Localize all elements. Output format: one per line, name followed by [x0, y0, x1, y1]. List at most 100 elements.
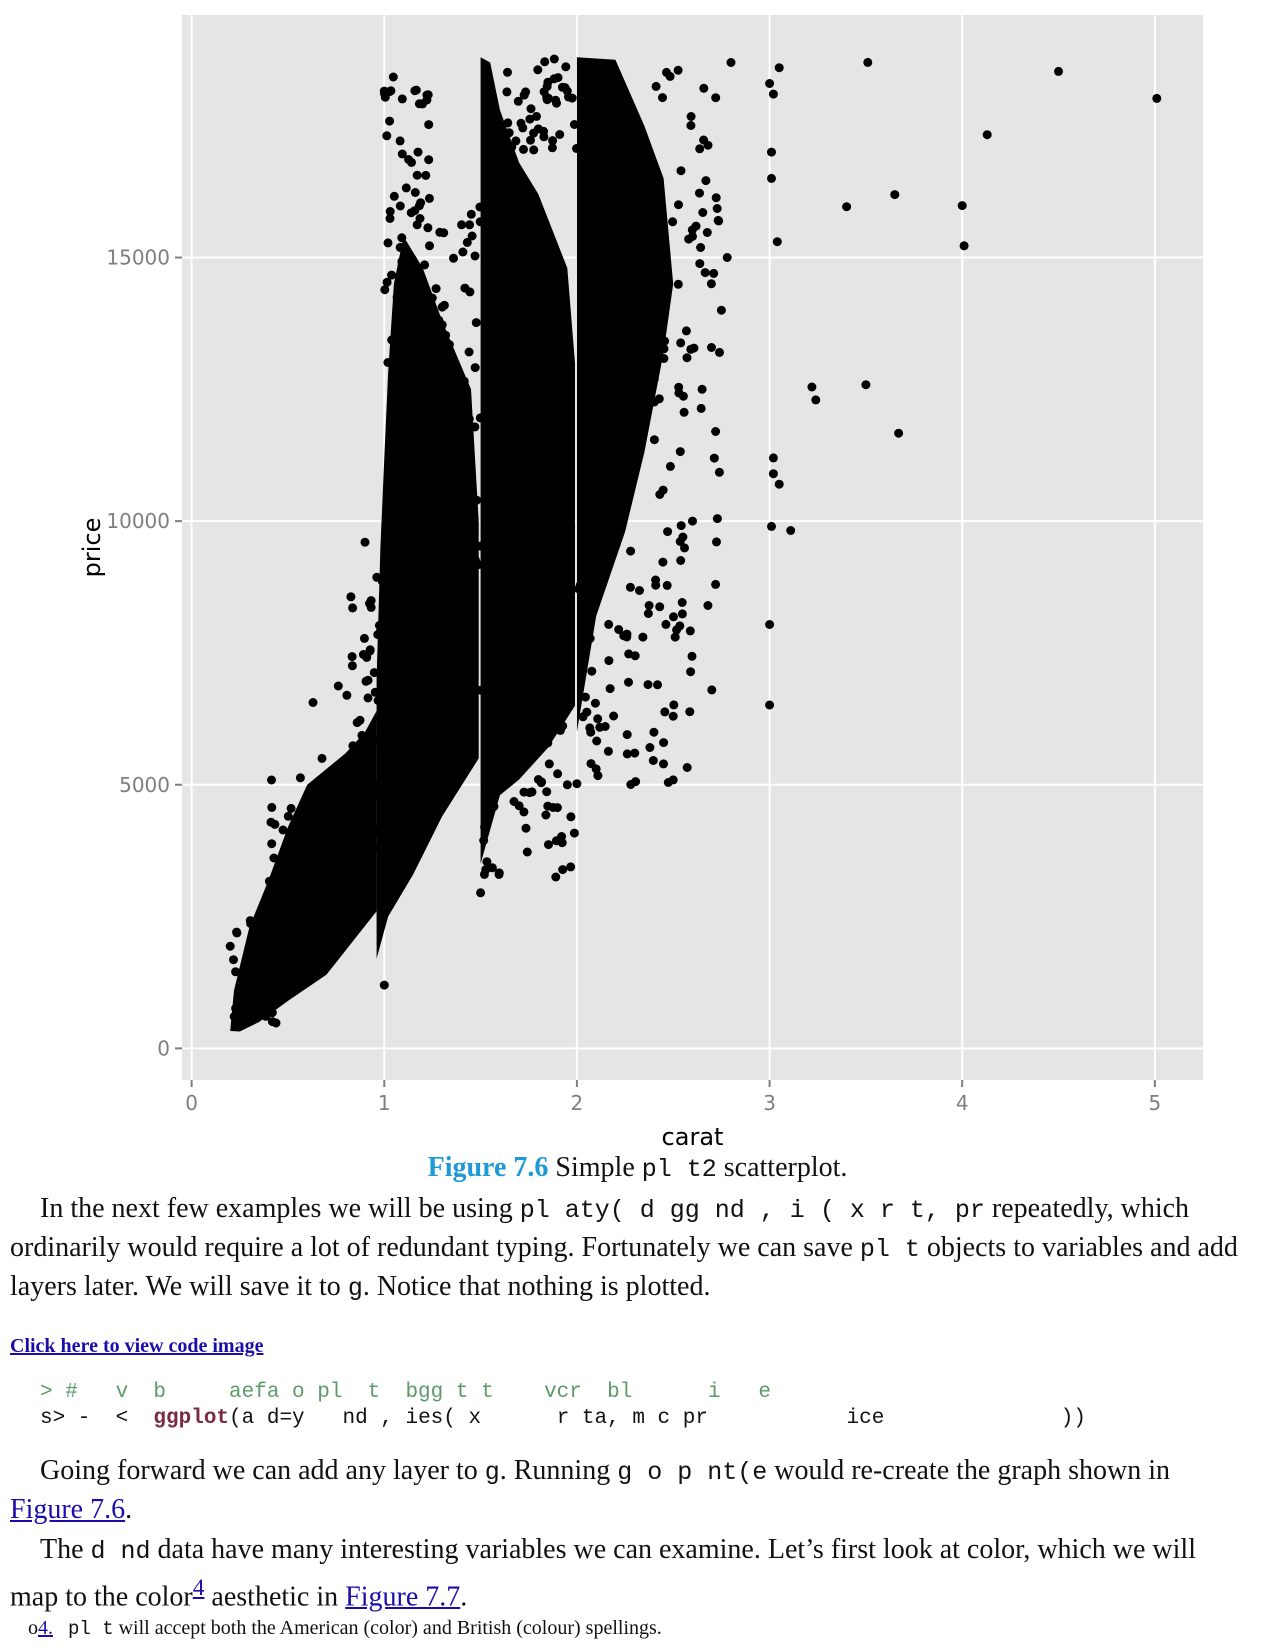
view-code-image-link[interactable]: Click here to view code image [10, 1335, 264, 1357]
scatter-point [709, 268, 719, 278]
scatter-point [237, 1017, 247, 1027]
scatter-point [350, 805, 360, 814]
axes: 0 1 2 3 4 5 0 5000 10000 15000 [106, 246, 1161, 1115]
scatter-point [430, 484, 440, 494]
scatter-point [842, 202, 852, 212]
figure-7-6-link[interactable]: Figure 7.6 [10, 1494, 126, 1525]
scatter-point [767, 147, 776, 157]
scatter-point [352, 718, 362, 728]
scatter-point [699, 135, 709, 145]
scatter-point [395, 136, 405, 146]
scatter-point [395, 201, 405, 211]
scatter-point [695, 144, 705, 154]
scatter-point [399, 274, 409, 284]
scatter-point [673, 279, 683, 289]
code-line2-function: ggplot [153, 1407, 230, 1430]
para2-text2: . Running [499, 1455, 618, 1486]
scatter-point [653, 325, 662, 335]
scatter-point [543, 93, 553, 103]
scatter-point [229, 955, 238, 965]
scatter-point [238, 967, 248, 977]
scatter-point [462, 237, 472, 247]
scatter-point [676, 338, 686, 348]
scatter-point [605, 684, 615, 694]
scatter-point [360, 792, 369, 802]
scatter-point [232, 928, 242, 938]
scatter-point [786, 526, 796, 535]
para2-text3: would re-create the graph shown in [767, 1455, 1170, 1486]
scatter-point [659, 759, 668, 769]
scatter-point [444, 340, 454, 349]
para1-text3: objects to variables and add layers late… [10, 1232, 1238, 1302]
scatter-point [638, 632, 648, 642]
code-block: > # v b aefa o pl t bgg t t vcr bl i e s>… [40, 1380, 1086, 1432]
scatter-point [265, 916, 275, 926]
scatter-point [699, 83, 709, 93]
scatter-point [703, 601, 713, 610]
scatter-point [663, 527, 673, 537]
scatter-point [530, 691, 540, 701]
scatter-point [669, 700, 679, 710]
scatter-point [494, 869, 504, 879]
scatter-point [367, 822, 377, 832]
scatter-point [555, 130, 565, 139]
scatter-point [626, 546, 636, 556]
scatter-point [765, 79, 775, 88]
scatter-point [395, 242, 405, 252]
scatter-point [424, 155, 434, 165]
scatterplot-figure: 0 1 2 3 4 5 0 5000 10000 15000 carat price [78, 15, 1203, 1150]
scatter-point [303, 815, 313, 825]
scatter-point [441, 330, 451, 340]
para1-text2: repeatedly, which ordinarily would requi… [10, 1193, 1190, 1263]
y-axis-title: price [78, 518, 106, 578]
scatter-point [520, 748, 530, 758]
scatter-point [470, 422, 480, 432]
scatter-point [480, 822, 490, 832]
scatter-point [295, 773, 305, 783]
scatter-point [357, 730, 367, 740]
scatter-point [267, 802, 277, 812]
scatter-point [726, 58, 736, 67]
scatter-point [551, 872, 561, 882]
scatter-point [261, 1011, 271, 1021]
scatter-point [283, 811, 293, 821]
scatter-point [382, 131, 392, 141]
scatter-point [669, 612, 678, 622]
scatter-point [449, 253, 458, 263]
scatter-point [290, 878, 300, 888]
scatter-point [685, 707, 695, 717]
scatter-point [407, 157, 416, 167]
scatter-point [659, 299, 669, 308]
scatter-point [379, 980, 389, 990]
para1-code1: pl aty( d gg nd , i ( x r t, pr [519, 1196, 985, 1225]
scatter-point [668, 775, 678, 785]
scatter-point [389, 191, 399, 201]
scatter-point [340, 825, 349, 835]
scatter-point [457, 220, 467, 230]
scatter-point [404, 309, 414, 319]
scatter-point [767, 521, 776, 531]
scatter-point [441, 482, 451, 492]
para2-code2: g o p nt(e [617, 1458, 768, 1487]
scatter-point [659, 344, 669, 354]
scatter-point [333, 810, 343, 820]
scatter-point [696, 243, 706, 252]
scatter-point [310, 906, 320, 916]
footnote-4-ref[interactable]: 4 [192, 1575, 205, 1601]
scatter-point [660, 336, 670, 346]
scatter-point [385, 214, 395, 223]
scatter-point [604, 619, 614, 629]
scatter-point [706, 279, 716, 289]
figure-7-7-link[interactable]: Figure 7.7 [345, 1581, 461, 1613]
scatter-point [475, 202, 485, 212]
scatter-point [603, 746, 613, 756]
scatter-point [437, 520, 447, 529]
scatter-point [709, 453, 719, 463]
scatter-point [660, 707, 670, 717]
scatter-point [231, 1003, 241, 1013]
scatter-point [519, 807, 529, 817]
scatter-point [670, 632, 680, 642]
scatter-point [452, 524, 462, 534]
x-tick-label: 4 [956, 1091, 969, 1115]
footnote-4-backlink[interactable]: 4. [38, 1617, 53, 1639]
